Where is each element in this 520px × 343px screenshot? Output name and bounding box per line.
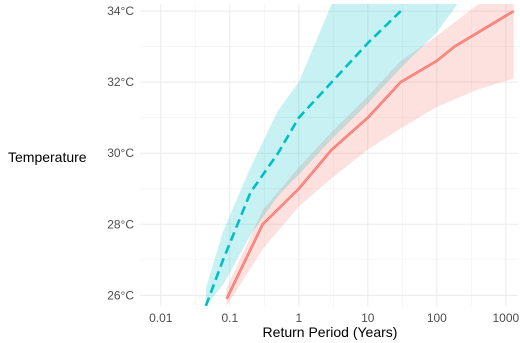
y-tick-label: 34°C — [107, 4, 134, 18]
y-axis-title: Temperature — [8, 149, 87, 165]
series-line-2 — [204, 10, 402, 306]
x-axis-ticks: 0.01 0.1 1 10 100 1000 — [149, 311, 519, 325]
x-tick-label: 0.1 — [221, 311, 238, 325]
y-tick-label: 28°C — [107, 217, 134, 231]
series-line-1 — [225, 9, 515, 300]
series-line-highlight-1 — [226, 10, 514, 300]
x-tick-label: 1000 — [492, 311, 519, 325]
y-tick-label: 30°C — [107, 146, 134, 160]
x-tick-label: 10 — [361, 311, 375, 325]
confidence-ribbons — [205, 4, 514, 306]
x-axis-title: Return Period (Years) — [263, 324, 398, 340]
x-tick-label: 1 — [295, 311, 302, 325]
y-tick-label: 26°C — [107, 288, 134, 302]
confidence-ribbon-1 — [226, 4, 514, 306]
x-tick-label: 100 — [427, 311, 447, 325]
x-tick-label: 0.01 — [149, 311, 173, 325]
confidence-ribbon-2 — [205, 4, 458, 306]
y-axis-ticks: 26°C 28°C 30°C 32°C 34°C — [107, 4, 134, 302]
y-tick-label: 32°C — [107, 75, 134, 89]
series-lines — [204, 9, 515, 306]
